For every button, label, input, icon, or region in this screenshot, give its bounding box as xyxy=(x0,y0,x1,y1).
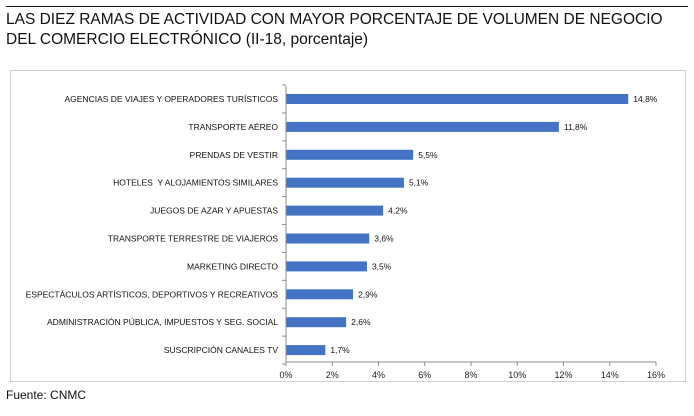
category-label: ESPECTÁCULOS ARTÍSTICOS, DEPORTIVOS Y RE… xyxy=(26,289,279,299)
x-tick-label: 10% xyxy=(508,370,526,380)
value-label: 4,2% xyxy=(388,206,408,216)
category-label: AGENCIAS DE VIAJES Y OPERADORES TURÍSTIC… xyxy=(64,94,278,104)
chart-title: LAS DIEZ RAMAS DE ACTIVIDAD CON MAYOR PO… xyxy=(6,10,688,50)
title-top-rule xyxy=(6,6,688,7)
bar xyxy=(286,94,629,104)
source-note: Fuente: CNMC xyxy=(6,388,87,402)
category-label: JUEGOS DE AZAR Y APUESTAS xyxy=(150,206,278,216)
bar xyxy=(286,149,414,160)
x-tick-label: 4% xyxy=(372,370,385,380)
category-label: HOTELES Y ALOJAMIENTOS SIMILARES xyxy=(113,178,278,188)
x-tick-label: 12% xyxy=(554,370,572,380)
bar xyxy=(286,261,367,272)
category-label: ADMINISTRACIÓN PÚBLICA, IMPUESTOS Y SEG.… xyxy=(47,317,278,327)
value-label: 3,5% xyxy=(372,261,392,271)
chart-title-line-1: LAS DIEZ RAMAS DE ACTIVIDAD CON MAYOR PO… xyxy=(6,11,663,28)
x-tick-label: 8% xyxy=(464,370,477,380)
x-tick-label: 0% xyxy=(279,370,292,380)
x-tick-label: 16% xyxy=(647,370,665,380)
bar xyxy=(286,289,354,300)
category-label: MARKETING DIRECTO xyxy=(187,261,278,271)
value-label: 3,6% xyxy=(374,234,394,244)
bar xyxy=(286,345,326,356)
category-label: TRANSPORTE TERRESTRE DE VIAJEROS xyxy=(108,234,279,244)
value-label: 1,7% xyxy=(330,345,350,355)
bar xyxy=(286,121,559,132)
bar xyxy=(286,205,384,216)
x-tick-label: 6% xyxy=(418,370,431,380)
value-label: 14,8% xyxy=(633,94,658,104)
bar xyxy=(286,233,370,244)
value-label: 5,1% xyxy=(409,178,429,188)
chart-frame xyxy=(10,70,686,382)
bar xyxy=(286,317,347,328)
value-label: 11,8% xyxy=(564,122,588,132)
value-label: 5,5% xyxy=(418,150,438,160)
category-label: PRENDAS DE VESTIR xyxy=(190,150,278,160)
x-tick-label: 14% xyxy=(601,370,619,380)
chart-title-line-2: DEL COMERCIO ELECTRÓNICO (II-18, porcent… xyxy=(6,31,369,48)
value-label: 2,6% xyxy=(351,317,371,327)
category-label: SUSCRIPCIÓN CANALES TV xyxy=(164,345,278,355)
bar xyxy=(286,177,404,188)
x-tick-label: 2% xyxy=(326,370,339,380)
category-label: TRANSPORTE AÉREO xyxy=(188,122,278,132)
value-label: 2,9% xyxy=(358,289,378,299)
